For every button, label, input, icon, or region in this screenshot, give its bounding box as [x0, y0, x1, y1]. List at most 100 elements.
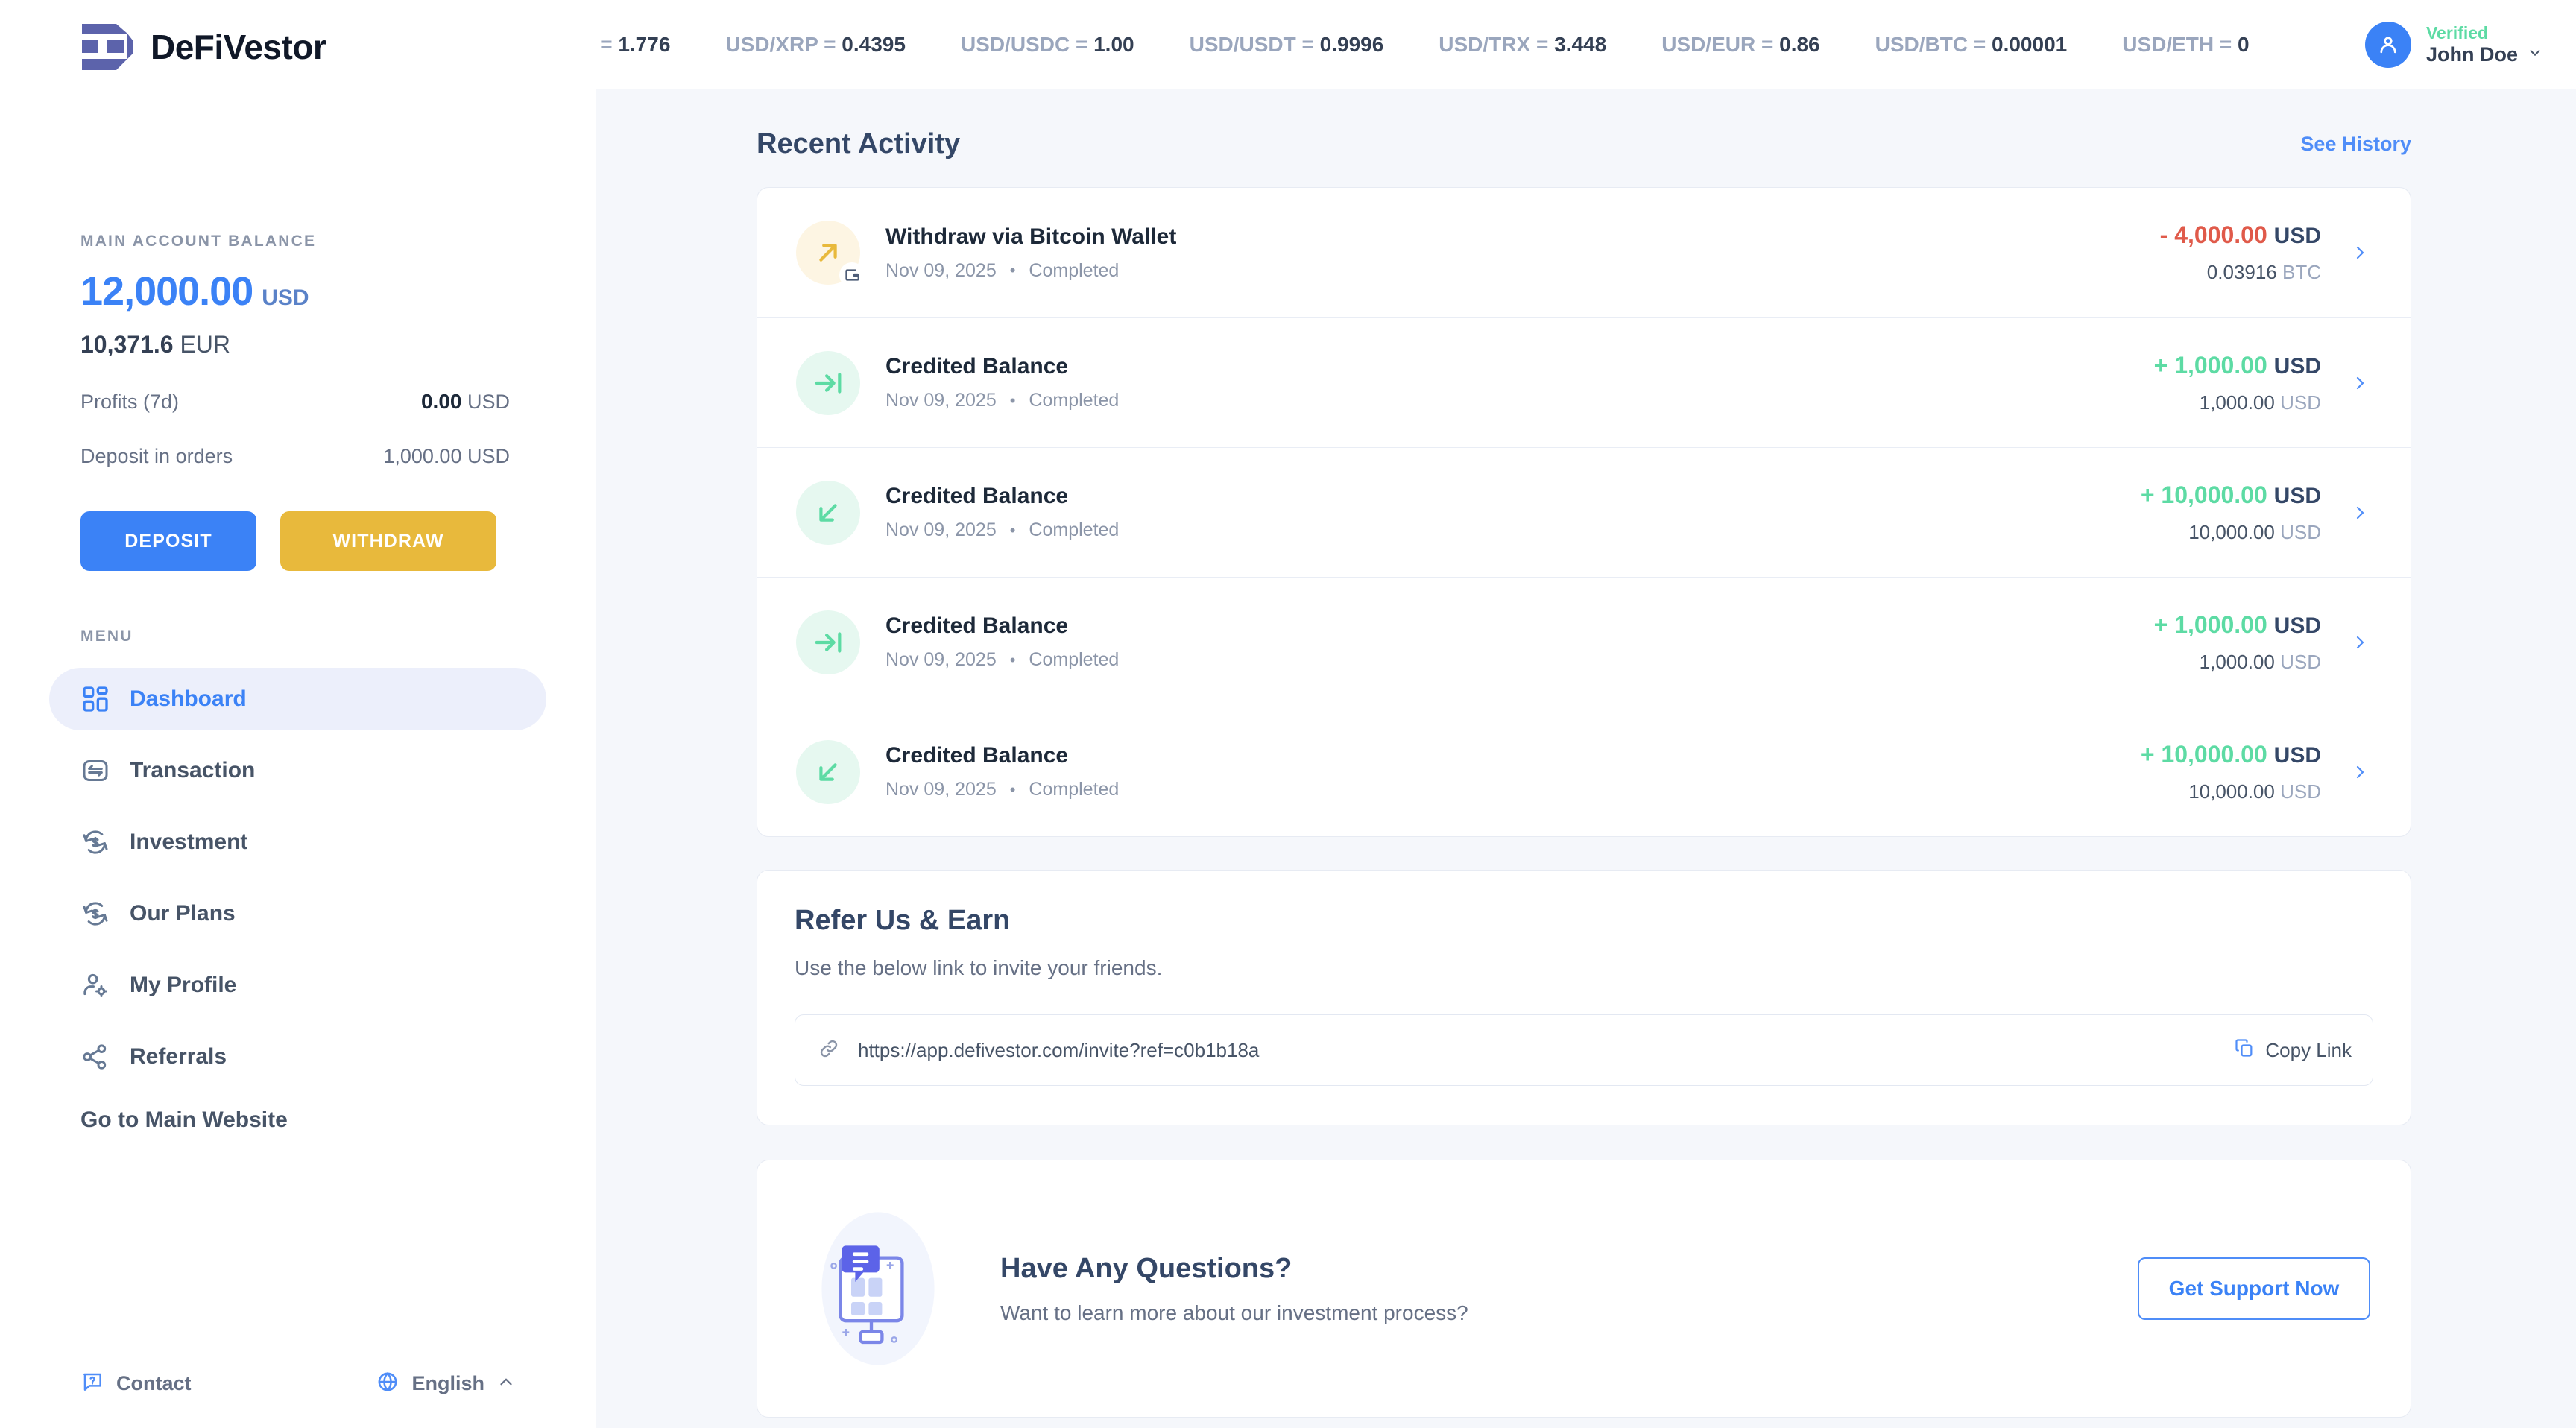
balance-alt: 10,371.6 EUR [80, 331, 596, 358]
ticker-separator: = [824, 33, 836, 56]
activity-icon-wrap [796, 480, 860, 545]
ticker-separator: = [2219, 33, 2232, 56]
ticker-pair: USD/BTC [1875, 33, 1969, 56]
table-row[interactable]: Withdraw via Bitcoin Wallet Nov 09, 2025… [757, 188, 2411, 317]
page-title: Recent Activity [757, 128, 961, 159]
see-history-link[interactable]: See History [2300, 133, 2411, 155]
ticker-value: 0.9996 [1319, 33, 1384, 56]
status-badge: Verified [2425, 23, 2489, 42]
sidebar-item-label: Referrals [130, 1044, 227, 1069]
table-row[interactable]: Credited Balance Nov 09, 2025 • Complete… [757, 317, 2411, 447]
ticker-pair: USD/USDC [960, 33, 1070, 56]
exchange-icon [80, 756, 110, 786]
chevron-right-icon[interactable] [2351, 758, 2369, 786]
share-nodes-icon [80, 1042, 110, 1072]
support-card: Have Any Questions? Want to learn more a… [757, 1160, 2411, 1418]
user-menu[interactable]: Verified John Doe [2337, 22, 2543, 68]
activity-amount: + 1,000.00 USD [2153, 351, 2321, 379]
contact-link[interactable]: Contact [80, 1370, 192, 1397]
stat-label: Profits (7d) [80, 391, 180, 413]
ticker-pair: USD/EUR [1661, 33, 1756, 56]
sidebar-item-investment[interactable]: Investment [49, 811, 546, 873]
referral-link-box[interactable]: https://app.defivestor.com/invite?ref=c0… [795, 1014, 2373, 1086]
chevron-down-icon [2527, 45, 2543, 65]
ticker-item: USD/USDC = 1.00 [961, 33, 1134, 57]
sidebar-item-label: Dashboard [130, 686, 247, 711]
activity-title: Credited Balance [886, 613, 1069, 638]
copy-icon [2234, 1037, 2255, 1064]
sidebar-item-label: My Profile [130, 973, 237, 997]
ticker-separator: = [1973, 33, 1986, 56]
activity-status: Completed [1029, 519, 1120, 540]
activity-secondary-amount: 10,000.00 USD [2188, 780, 2321, 803]
copy-link-button[interactable]: Copy Link [2234, 1037, 2352, 1064]
sidebar-item-referrals[interactable]: Referrals [49, 1026, 546, 1088]
defivestor-logo-icon [80, 22, 136, 72]
copy-link-label: Copy Link [2265, 1038, 2352, 1061]
table-row[interactable]: Credited Balance Nov 09, 2025 • Complete… [757, 707, 2411, 836]
get-support-button[interactable]: Get Support Now [2138, 1257, 2370, 1320]
globe-icon [376, 1370, 400, 1397]
meta-separator: • [1009, 261, 1016, 279]
user-name: John Doe [2426, 45, 2543, 65]
language-selector[interactable]: English [376, 1370, 516, 1397]
sidebar-item-label: Investment [130, 830, 248, 854]
sidebar-item-my-profile[interactable]: My Profile [49, 954, 546, 1017]
grid-icon [80, 684, 110, 714]
ticker-separator: = [1075, 33, 1088, 56]
sidebar-item-transaction[interactable]: Transaction [49, 739, 546, 802]
meta-separator: • [1009, 780, 1016, 799]
go-to-main-website-link[interactable]: Go to Main Website [80, 1108, 288, 1132]
activity-secondary-amount: 0.03916 BTC [2206, 261, 2321, 283]
sidebar-item-dashboard[interactable]: Dashboard [49, 668, 546, 730]
activity-amounts: + 10,000.00 USD 10,000.00 USD [2141, 481, 2321, 544]
refer-card: Refer Us & Earn Use the below link to in… [757, 870, 2411, 1125]
arrow-down-left-icon [796, 739, 860, 804]
sidebar-item-label: Transaction [130, 758, 256, 783]
activity-date: Nov 09, 2025 [886, 259, 997, 281]
activity-list: Withdraw via Bitcoin Wallet Nov 09, 2025… [757, 187, 2411, 837]
top-bar: …DA = 1.776 USD/XRP = 0.4395 USD/USDC = … [596, 0, 2576, 89]
balance-block: MAIN ACCOUNT BALANCE 12,000.00 USD 10,37… [0, 72, 596, 571]
user-gear-icon [80, 970, 110, 1000]
activity-title: Credited Balance [886, 743, 1069, 768]
chevron-right-icon[interactable] [2351, 238, 2369, 267]
refer-subtitle: Use the below link to invite your friend… [795, 956, 1163, 979]
chevron-right-icon[interactable] [2351, 369, 2369, 397]
withdraw-button[interactable]: WITHDRAW [280, 511, 496, 571]
sidebar-nav: Dashboard Transaction [0, 668, 596, 1088]
rates-ticker: …DA = 1.776 USD/XRP = 0.4395 USD/USDC = … [596, 0, 2249, 89]
activity-status: Completed [1029, 259, 1120, 281]
activity-date: Nov 09, 2025 [886, 390, 997, 411]
balance-amount: 12,000.00 [80, 269, 253, 314]
table-row[interactable]: Credited Balance Nov 09, 2025 • Complete… [757, 577, 2411, 707]
activity-amount: + 10,000.00 USD [2140, 740, 2321, 768]
support-subtitle: Want to learn more about our investment … [1000, 1301, 1468, 1324]
chevron-right-icon[interactable] [2351, 499, 2369, 527]
stat-currency: USD [467, 445, 510, 467]
table-row[interactable]: Credited Balance Nov 09, 2025 • Complete… [757, 447, 2411, 577]
ticker-item: USD/ETH = 0 [2122, 33, 2249, 57]
ticker-pair: USD/XRP [725, 33, 818, 56]
language-label: English [411, 1371, 484, 1394]
activity-status: Completed [1029, 779, 1120, 800]
arrow-right-to-line-icon [796, 610, 860, 674]
balance-currency: USD [262, 285, 309, 310]
activity-amounts: + 1,000.00 USD 1,000.00 USD [2154, 611, 2321, 674]
deposit-button[interactable]: DEPOSIT [80, 511, 256, 571]
balance-main: 12,000.00 USD [80, 268, 596, 315]
meta-separator: • [1009, 520, 1016, 540]
brand-name: DeFiVestor [151, 28, 326, 66]
activity-icon-wrap [796, 221, 865, 288]
brand-logo[interactable]: DeFiVestor [0, 0, 596, 72]
stat-row-profits: Profits (7d) 0.00 USD [80, 390, 510, 414]
sidebar-item-our-plans[interactable]: Our Plans [49, 882, 546, 945]
stat-row-deposit-in-orders: Deposit in orders 1,000.00 USD [80, 445, 510, 468]
balance-alt-amount: 10,371.6 [80, 331, 174, 358]
chevron-right-icon[interactable] [2351, 628, 2369, 657]
ticker-item: …DA = 1.776 [596, 33, 670, 57]
link-icon [818, 1037, 840, 1064]
ticker-separator: = [1301, 33, 1314, 56]
activity-meta: Nov 09, 2025 • Completed [886, 260, 2160, 282]
arrow-down-left-icon [796, 480, 860, 545]
